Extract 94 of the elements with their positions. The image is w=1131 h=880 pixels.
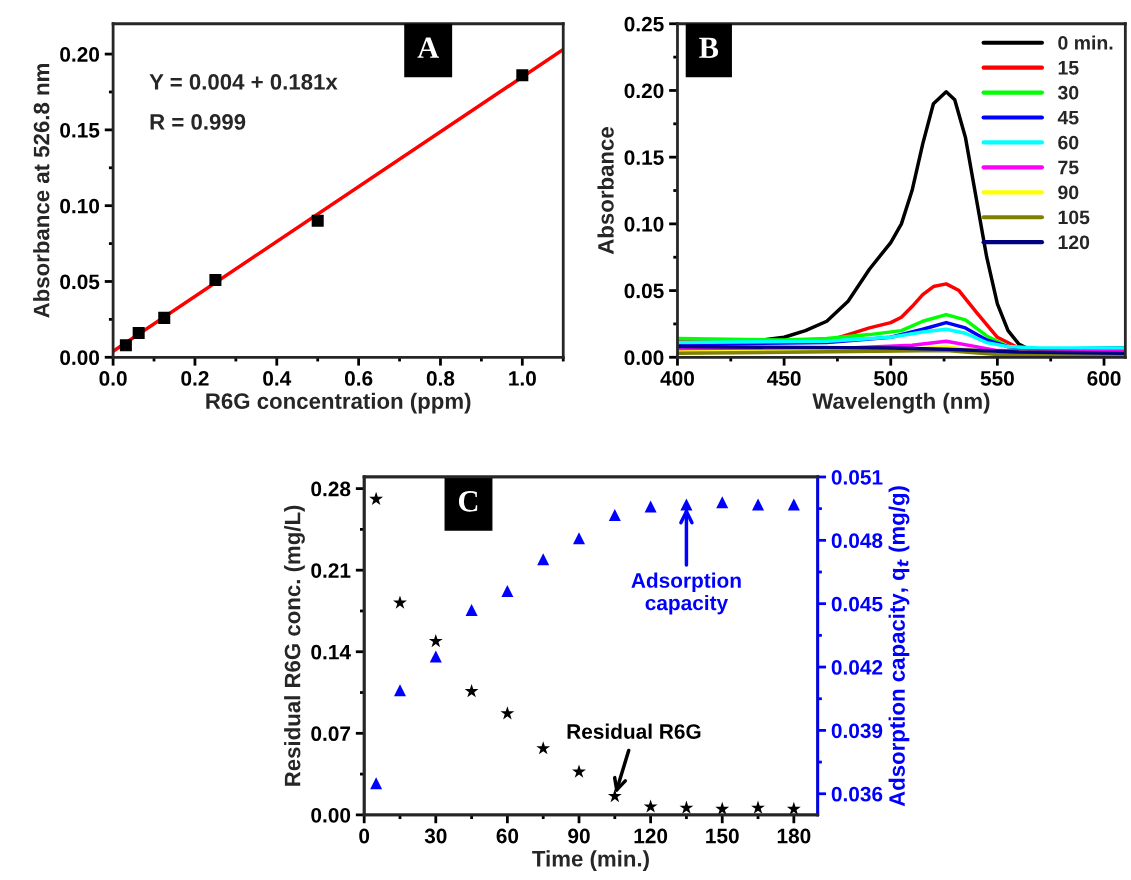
y2-tick-label: 0.039 xyxy=(831,723,883,739)
legend-label: 15 xyxy=(1058,61,1079,75)
point xyxy=(644,500,657,513)
point xyxy=(680,498,693,511)
point xyxy=(311,214,324,227)
point xyxy=(158,311,171,324)
y2-tick-label: 0.048 xyxy=(831,533,883,549)
x-tick-label: 450 xyxy=(767,371,801,386)
x-tick-label: 0.4 xyxy=(263,371,292,386)
y-tick-label: 0.07 xyxy=(311,726,351,742)
point xyxy=(607,788,622,803)
x-tick-label: 400 xyxy=(660,371,694,386)
y2-tick-label: 0.042 xyxy=(831,660,883,675)
point xyxy=(716,496,729,509)
y-axis-title: Absorbance at 526.8 nm xyxy=(33,64,50,318)
point xyxy=(132,327,145,340)
y-axis-title: Absorbance xyxy=(597,127,614,255)
x-axis-title: Time (min.) xyxy=(532,850,649,871)
point xyxy=(119,339,132,352)
legend-label: 75 xyxy=(1058,160,1079,175)
y-tick-label: 0.10 xyxy=(60,198,100,214)
point xyxy=(572,764,586,778)
x-tick-label: 0.0 xyxy=(99,371,127,386)
y-tick-label: 0.20 xyxy=(60,47,100,62)
point xyxy=(393,684,406,697)
y-tick-label: 0.00 xyxy=(60,350,100,366)
x-tick-label: 0 xyxy=(359,828,370,844)
y-tick-label: 0.28 xyxy=(311,481,351,497)
y-tick-label: 0.00 xyxy=(311,807,351,823)
y-tick-label: 0.05 xyxy=(60,274,100,290)
y-tick-label: 0.00 xyxy=(624,350,664,366)
point xyxy=(429,650,442,663)
x-tick-label: 150 xyxy=(706,828,739,844)
annotation: Residual R6G xyxy=(567,723,701,739)
y-tick-label: 0.25 xyxy=(624,16,664,32)
point xyxy=(573,532,586,545)
x-axis-title: R6G concentration (ppm) xyxy=(206,392,471,414)
legend-label: 105 xyxy=(1058,210,1090,225)
legend-label: 30 xyxy=(1057,85,1079,100)
point xyxy=(752,498,765,511)
x-tick-label: 120 xyxy=(634,828,668,844)
x-tick-label: 550 xyxy=(980,371,1014,386)
y-tick-label: 0.15 xyxy=(624,150,664,165)
point xyxy=(464,684,479,698)
annotation: A xyxy=(417,37,440,58)
point xyxy=(516,69,529,82)
point xyxy=(787,498,800,511)
point xyxy=(393,595,407,609)
point xyxy=(643,799,658,813)
x-tick-label: 1.0 xyxy=(509,371,536,386)
point xyxy=(501,584,514,598)
point xyxy=(209,273,222,286)
x-tick-label: 30 xyxy=(424,828,447,844)
y-tick-label: 0.10 xyxy=(624,216,664,232)
x-tick-label: 500 xyxy=(874,371,908,386)
x-tick-label: 0.8 xyxy=(426,371,455,386)
x-tick-label: 600 xyxy=(1087,371,1121,386)
line-series xyxy=(677,327,1126,350)
annotation: B xyxy=(699,37,719,58)
point xyxy=(369,491,384,505)
point xyxy=(500,706,515,720)
point xyxy=(537,553,550,566)
y-tick-label: 0.15 xyxy=(60,122,100,138)
point xyxy=(428,633,443,648)
point xyxy=(679,800,694,814)
y-tick-label: 0.14 xyxy=(311,644,351,660)
annotation: Y = 0.004 + 0.181x xyxy=(149,74,338,90)
x-tick-label: 0.6 xyxy=(344,371,373,386)
point xyxy=(465,604,478,617)
x-tick-label: 0.2 xyxy=(181,371,209,386)
annotation: C xyxy=(458,491,478,512)
legend-label: 90 xyxy=(1058,185,1079,200)
y2-tick-label: 0.036 xyxy=(831,786,883,802)
y-tick-label: 0.21 xyxy=(311,563,351,578)
x-axis-title: Wavelength (nm) xyxy=(812,392,990,414)
annotation: R = 0.999 xyxy=(150,114,246,130)
legend-label: 120 xyxy=(1058,235,1090,250)
y2-tick-label: 0.051 xyxy=(831,469,883,485)
legend-label: 45 xyxy=(1057,110,1079,125)
legend-label: 0 min. xyxy=(1058,35,1113,50)
point xyxy=(536,741,551,755)
y-tick-label: 0.05 xyxy=(624,283,664,299)
y2-tick-label: 0.045 xyxy=(831,596,883,612)
annotation: Adsorption capacity xyxy=(631,572,741,615)
y2-axis-title: Adsorption capacity, q$_{t}$ (mg/g) xyxy=(888,486,910,807)
point xyxy=(608,508,621,521)
x-tick-label: 90 xyxy=(568,828,590,844)
y-axis-title: Residual R6G conc. (mg/L) xyxy=(284,505,305,786)
legend-label: 60 xyxy=(1058,135,1079,150)
point xyxy=(370,777,383,790)
x-tick-label: 180 xyxy=(777,828,811,844)
point xyxy=(751,800,765,814)
x-tick-label: 60 xyxy=(496,828,519,844)
y-tick-label: 0.20 xyxy=(624,83,664,99)
